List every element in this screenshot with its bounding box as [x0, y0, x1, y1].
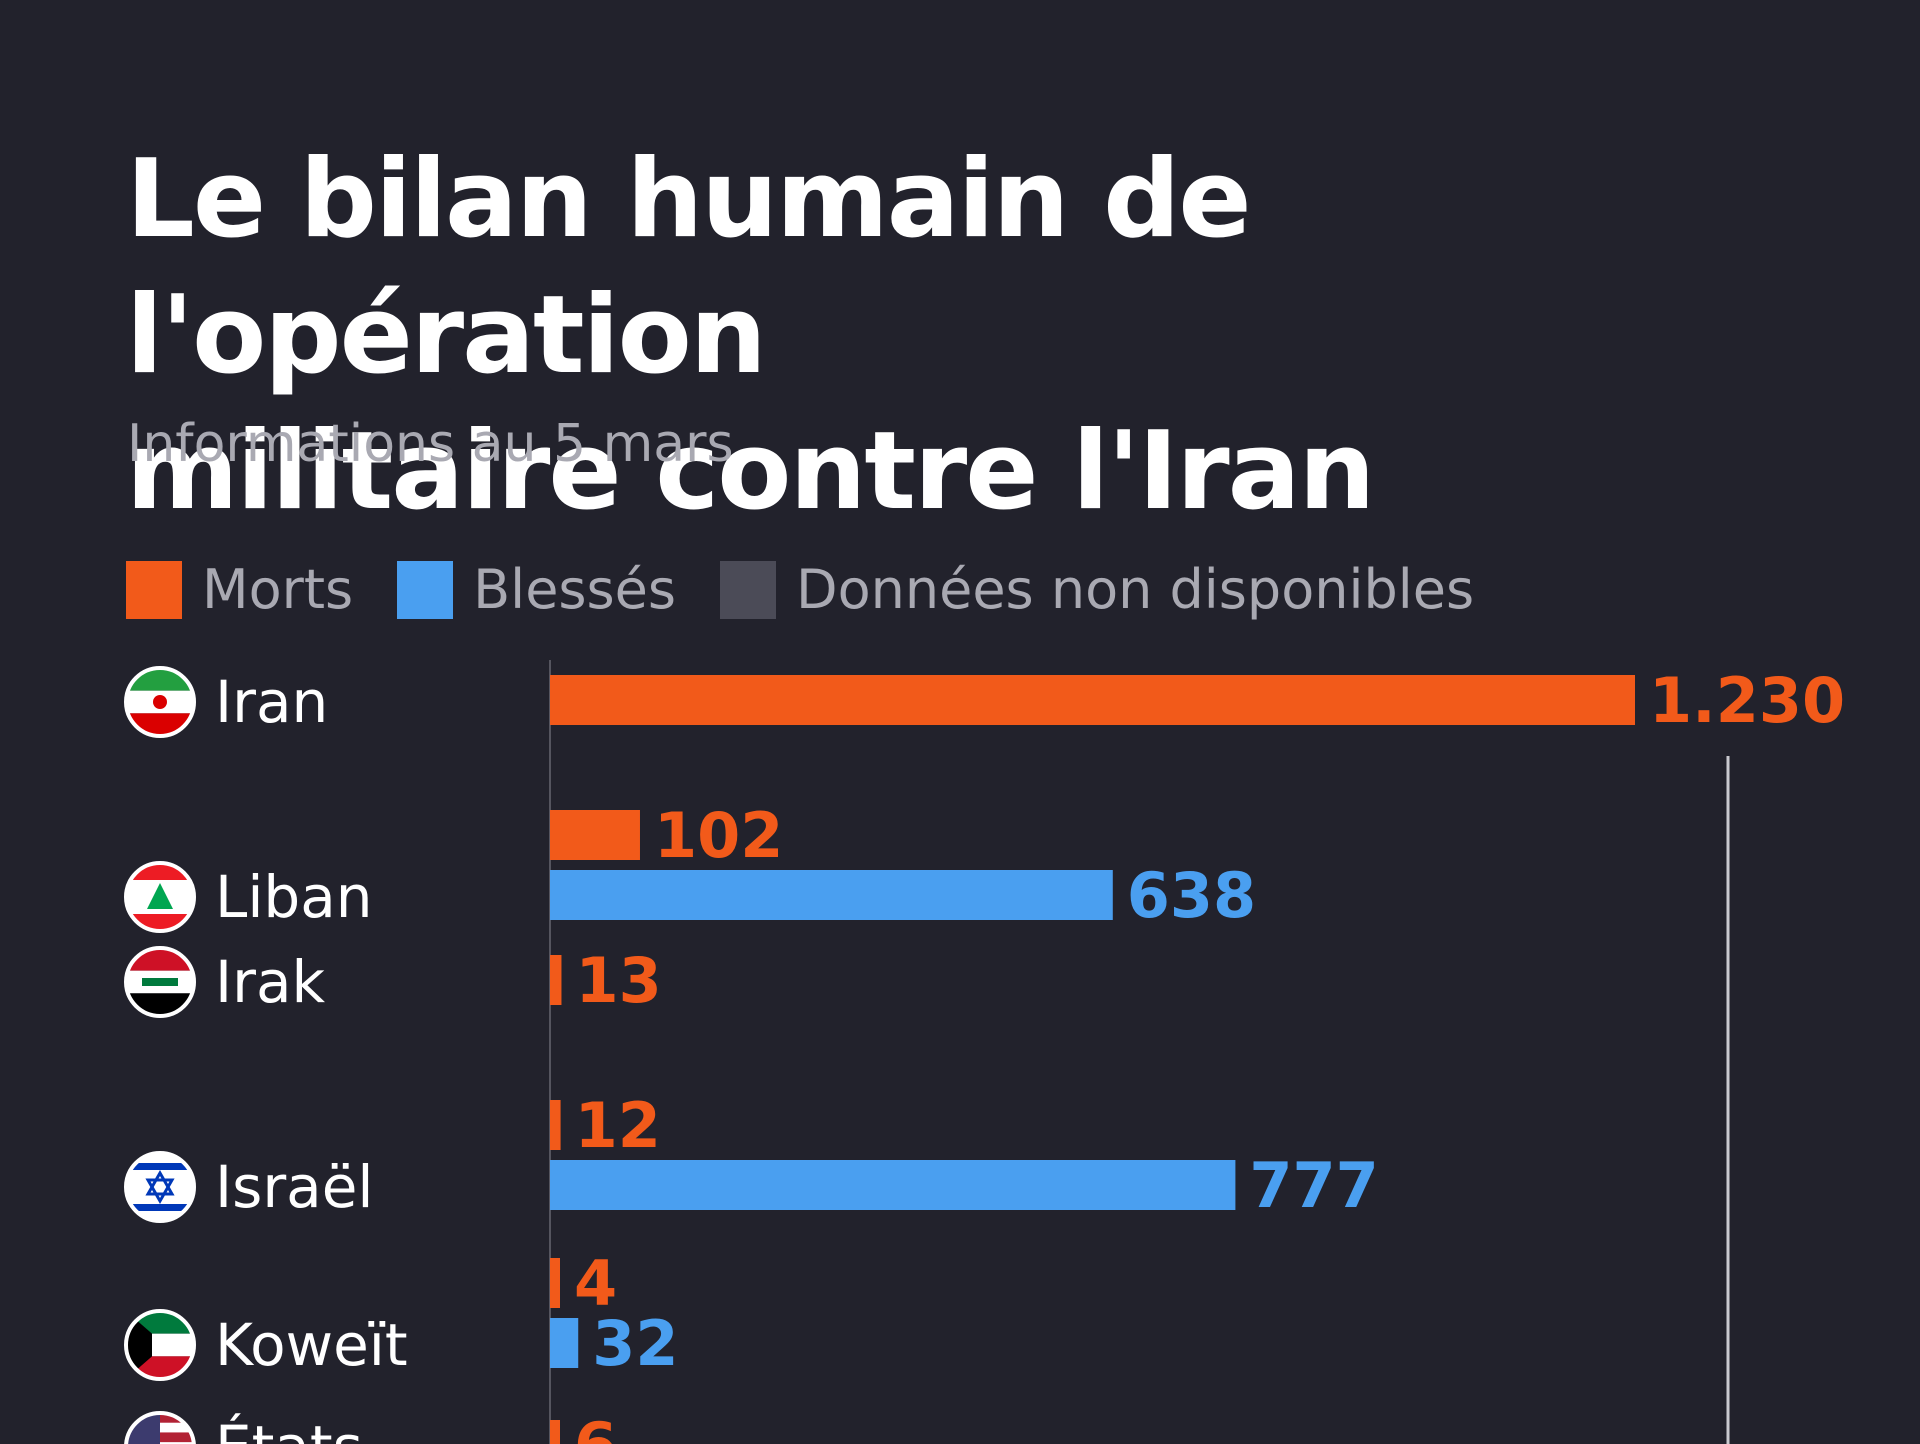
- bar-blesses-1: [550, 870, 1113, 920]
- bar-morts-5: [550, 1420, 560, 1444]
- legend-item-morts: Morts: [126, 558, 353, 621]
- title-line-2: militaire contre l'Iran: [126, 409, 1375, 534]
- country-label-2: Irak: [215, 948, 325, 1016]
- country-label-0: Iran: [215, 668, 328, 736]
- label-morts-2: 13: [575, 944, 661, 1017]
- legend-label-nd: Données non disponibles: [796, 558, 1475, 621]
- legend-swatch-nd: [720, 560, 777, 619]
- label-morts-3: 12: [575, 1089, 661, 1162]
- bar-morts-2: [550, 955, 562, 1005]
- label-morts-4: 4: [574, 1247, 617, 1320]
- chart-title: Le bilan humain de l'opération militaire…: [126, 132, 1826, 540]
- legend-item-blesses: Blessés: [397, 558, 676, 621]
- label-morts-5: 6: [574, 1409, 617, 1444]
- legend-swatch-morts: [126, 560, 182, 619]
- legend-label-morts: Morts: [202, 558, 354, 621]
- country-label-1: Liban: [215, 863, 373, 931]
- country-label-3: Israël: [215, 1153, 374, 1221]
- bar-morts-1: [550, 810, 640, 860]
- label-blesses-1: 638: [1127, 859, 1256, 932]
- legend-label-blesses: Blessés: [473, 558, 677, 621]
- bar-morts-3: [550, 1100, 561, 1150]
- label-blesses-3: 777: [1249, 1149, 1378, 1222]
- bar-blesses-4: [550, 1318, 579, 1368]
- legend-swatch-blesses: [397, 560, 454, 619]
- bar-morts-0: [550, 675, 1635, 725]
- label-blesses-4: 32: [592, 1307, 678, 1380]
- label-morts-1: 102: [654, 799, 783, 872]
- legend: Morts Blessés Données non disponibles: [126, 558, 1518, 621]
- title-line-1: Le bilan humain de l'opération: [126, 137, 1252, 398]
- country-label-5: États-: [215, 1412, 384, 1444]
- iran-flag-icon: [124, 666, 196, 738]
- israel-flag-icon: [124, 1151, 196, 1223]
- label-morts-0: 1.230: [1649, 664, 1845, 737]
- bar-morts-4: [550, 1258, 560, 1308]
- legend-item-nd: Données non disponibles: [720, 558, 1474, 621]
- lebanon-flag-icon: [124, 861, 196, 933]
- chart-subtitle: Informations au 5 mars: [127, 414, 734, 474]
- bar-blesses-3: [550, 1160, 1236, 1210]
- kuwait-flag-icon: [124, 1309, 196, 1381]
- iraq-flag-icon: [124, 946, 196, 1018]
- country-label-4: Koweït: [215, 1311, 408, 1379]
- usa-flag-icon: [124, 1411, 196, 1444]
